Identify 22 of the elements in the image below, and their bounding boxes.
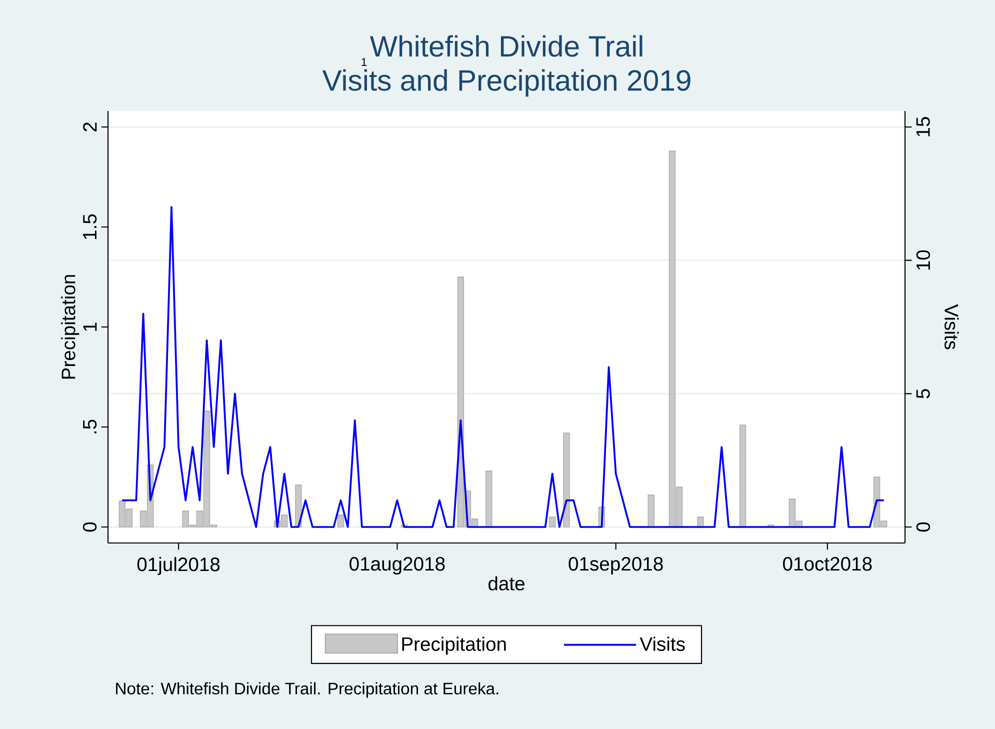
y-tick-label: 1 xyxy=(83,322,97,331)
y2-axis-title: Visits xyxy=(944,304,959,350)
chart-title: Whitefish Divide Trail xyxy=(370,35,642,57)
y2-tick-label: 5 xyxy=(916,389,930,398)
y-tick-label: 0 xyxy=(82,522,97,532)
y2-tick-label: 15 xyxy=(916,117,930,136)
y-axis-title: Precipitation xyxy=(61,275,80,379)
x-tick-label: 01jul2018 xyxy=(137,557,220,576)
x-tick-label: 01aug2018 xyxy=(350,557,445,575)
x-tick-label: 01sep2018 xyxy=(568,557,663,575)
y-tick-label: 1.5 xyxy=(83,214,97,239)
y2-tick-label: 10 xyxy=(916,250,930,270)
chart-subtitle: Visits and Precipitation 2019 xyxy=(322,69,690,97)
y-tick-label: 2 xyxy=(83,122,97,132)
legend-label: Precipitation xyxy=(402,636,506,655)
x-axis-title: date xyxy=(488,576,524,590)
legend-label: Visits xyxy=(640,636,685,651)
text: 1 xyxy=(362,58,367,66)
y-tick-label: .5 xyxy=(83,420,97,434)
text: Note: Whitefish Divide Trail. Precipitation at Eureka. xyxy=(116,682,498,698)
x-tick-label: 01oct2018 xyxy=(783,557,872,571)
y2-tick-label: 0 xyxy=(916,522,930,532)
